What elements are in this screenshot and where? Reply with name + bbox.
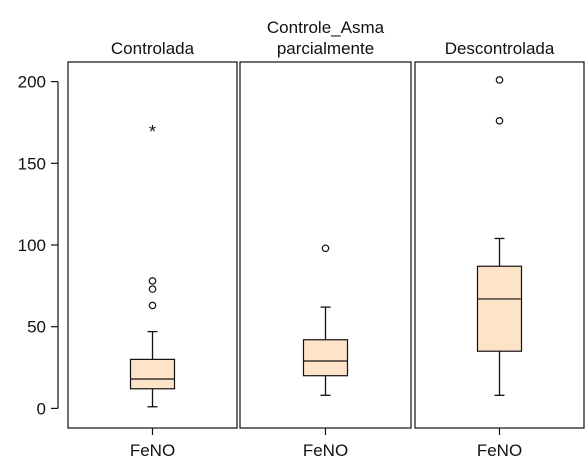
- iqr-box: [476, 265, 523, 352]
- outlier-point: [321, 244, 330, 253]
- x-tick-label: FeNO: [477, 441, 522, 460]
- x-tick-label: FeNO: [303, 441, 348, 460]
- y-tick-label: 50: [27, 318, 46, 337]
- panel-title: Controlada: [111, 39, 195, 58]
- outlier-point: [148, 277, 157, 285]
- x-tick-label: FeNO: [130, 441, 175, 460]
- y-tick-label: 150: [18, 154, 46, 173]
- outlier-point: [148, 301, 157, 310]
- outlier-point: [495, 117, 504, 125]
- outlier-point: [148, 285, 157, 293]
- iqr-box: [302, 339, 349, 377]
- y-tick-label: 0: [37, 399, 46, 418]
- iqr-box: [129, 358, 176, 390]
- outlier-star: *: [149, 122, 156, 142]
- panel-title: Descontrolada: [445, 39, 555, 58]
- y-tick-label: 200: [18, 73, 46, 92]
- panel-title: parcialmente: [277, 39, 374, 58]
- panel-title: Controle_Asma: [267, 18, 385, 37]
- y-tick-label: 100: [18, 236, 46, 255]
- outlier-point: [495, 76, 504, 84]
